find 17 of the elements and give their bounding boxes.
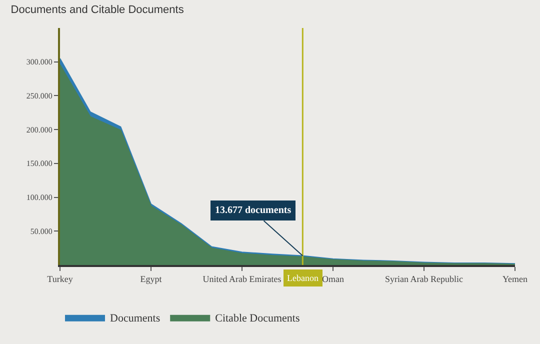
y-tick-label: 250.000 — [26, 92, 52, 101]
chart-title: Documents and Citable Documents — [10, 4, 184, 16]
y-tick-label: 200.000 — [26, 125, 52, 134]
x-tick-label: United Arab Emirates — [202, 274, 282, 284]
x-tick-label: Syrian Arab Republic — [385, 274, 463, 284]
legend-label: Citable Documents — [215, 312, 300, 325]
annotation: 13.677 documents — [215, 205, 292, 216]
x-tick-label: Lebanon — [287, 273, 319, 283]
y-tick-label: 50.000 — [30, 226, 52, 236]
x-tick-label: Oman — [322, 274, 344, 284]
x-tick-label: Yemen — [502, 274, 528, 284]
y-tick-label: 150.000 — [26, 159, 52, 168]
x-tick-label: Egypt — [140, 274, 162, 284]
y-tick-label: 100.000 — [26, 193, 52, 202]
y-tick-label: 300.000 — [26, 58, 52, 67]
legend-label: Documents — [110, 312, 160, 325]
x-tick-label: Turkey — [47, 274, 74, 284]
